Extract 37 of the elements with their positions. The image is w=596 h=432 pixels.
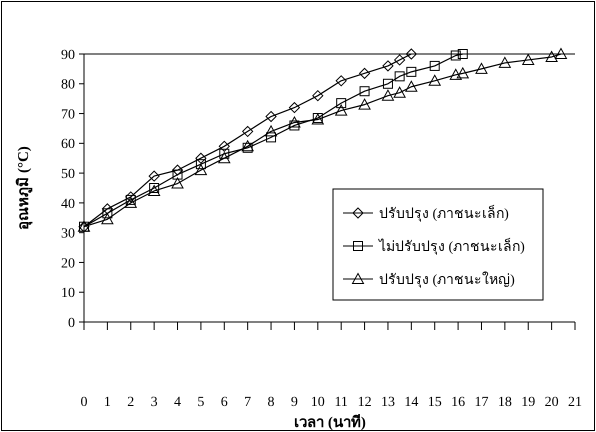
x-tick-label: 13 xyxy=(380,395,395,410)
x-axis-title: เวลา (นาที) xyxy=(294,414,366,431)
x-tick-label: 20 xyxy=(544,395,559,410)
y-axis-title: อุณหภูมิ (°C) xyxy=(14,146,33,230)
y-tick-label: 60 xyxy=(61,137,75,152)
x-tick-label: 7 xyxy=(244,395,252,410)
y-tick-label: 40 xyxy=(61,196,75,212)
x-tick-label: 8 xyxy=(268,395,275,410)
x-tick-label: 3 xyxy=(150,395,158,410)
x-tick-label: 6 xyxy=(220,395,228,410)
x-tick-label: 1 xyxy=(104,395,111,410)
x-tick-label: 18 xyxy=(498,395,512,410)
y-tick-label: 90 xyxy=(61,48,75,63)
y-tick-label: 30 xyxy=(61,226,75,242)
y-tick-label: 20 xyxy=(61,256,75,272)
legend-label: ไม่ปรับปรุง (ภาชนะเล็ก) xyxy=(378,236,526,255)
legend-label: ปรับปรุง (ภาชนะเล็ก) xyxy=(379,204,510,222)
y-tick-label: 80 xyxy=(61,78,75,93)
x-tick-label: 9 xyxy=(290,395,298,410)
x-tick-label: 19 xyxy=(521,395,536,410)
x-tick-label: 12 xyxy=(358,395,372,410)
x-tick-label: 0 xyxy=(80,395,88,410)
x-tick-label: 4 xyxy=(174,395,182,410)
y-tick-label: 0 xyxy=(68,316,75,331)
x-tick-label: 2 xyxy=(127,395,134,410)
x-tick-label: 16 xyxy=(451,395,466,410)
x-tick-label: 5 xyxy=(197,395,204,410)
x-tick-label: 21 xyxy=(568,395,582,410)
x-tick-label: 11 xyxy=(334,395,348,410)
y-tick-label: 10 xyxy=(61,286,75,302)
y-tick-label: 50 xyxy=(61,167,75,182)
x-tick-label: 10 xyxy=(310,395,325,410)
y-tick-label: 70 xyxy=(61,107,75,122)
legend-label: ปรับปรุง (ภาชนะใหญ่) xyxy=(379,270,516,288)
x-tick-label: 17 xyxy=(474,395,488,410)
x-tick-label: 14 xyxy=(404,395,418,410)
x-tick-label: 15 xyxy=(428,395,442,410)
